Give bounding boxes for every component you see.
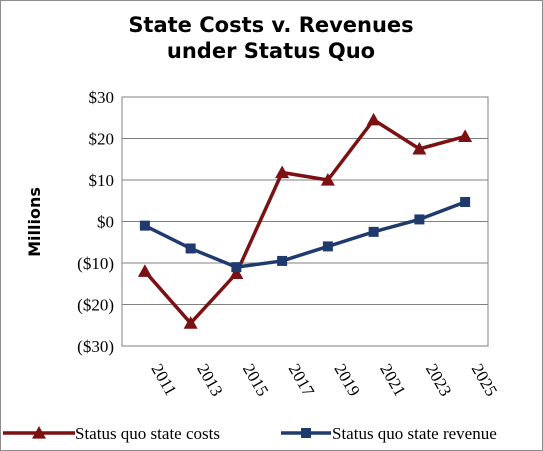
series-layer	[137, 112, 473, 329]
data-point-0-5	[366, 112, 381, 126]
y-axis-label: Millions	[25, 187, 44, 257]
data-point-0-4	[320, 173, 335, 186]
data-point-0-3	[275, 165, 290, 179]
data-point-1-0	[139, 220, 150, 231]
data-point-1-1	[185, 243, 196, 254]
data-point-0-0	[137, 264, 152, 277]
data-point-1-2	[231, 262, 242, 273]
x-axis-ticks: 2011 2013 2015 2017 2019 2021 2023 2025	[147, 361, 501, 400]
x-tick-label: 2021	[376, 361, 409, 400]
x-tick-label: 2023	[422, 361, 455, 400]
chart-title-line-1: State Costs v. Revenues	[128, 13, 413, 37]
y-tick-label: $30	[89, 88, 115, 107]
y-tick-label: ($30)	[77, 337, 114, 356]
data-point-1-3	[277, 255, 288, 266]
x-tick-label: 2019	[330, 361, 363, 400]
legend-marker-0	[32, 426, 46, 439]
data-point-1-7	[460, 196, 471, 207]
chart-title-line-2: under Status Quo	[167, 39, 375, 63]
y-tick-label: $20	[89, 130, 115, 149]
y-tick-label: ($20)	[77, 296, 114, 315]
y-axis-ticks: $30 $20 $10 $0 ($10) ($20) ($30)	[77, 88, 114, 356]
legend: Status quo state costs Status quo state r…	[3, 424, 497, 443]
legend-item-1: Status quo state revenue	[281, 424, 497, 443]
series-1	[139, 196, 471, 273]
y-tick-label: $10	[89, 171, 115, 190]
x-tick-label: 2025	[468, 361, 501, 400]
series-0	[137, 112, 473, 329]
data-point-1-5	[368, 226, 379, 237]
data-point-0-2	[229, 266, 244, 279]
x-tick-label: 2011	[147, 361, 180, 399]
data-point-0-7	[458, 129, 473, 143]
x-tick-label: 2017	[285, 361, 319, 400]
legend-label-1: Status quo state revenue	[332, 424, 497, 443]
legend-label-0: Status quo state costs	[75, 424, 220, 443]
data-point-0-1	[183, 316, 198, 329]
x-tick-label: 2013	[193, 361, 226, 400]
x-tick-label: 2015	[239, 361, 272, 400]
legend-item-0: Status quo state costs	[3, 424, 220, 443]
y-tick-label: $0	[97, 213, 114, 232]
series-line-0	[143, 118, 466, 325]
legend-marker-1	[301, 428, 311, 438]
y-tick-label: ($10)	[77, 254, 114, 273]
data-point-0-6	[412, 141, 427, 155]
plot-area	[121, 96, 489, 347]
data-point-1-4	[322, 241, 333, 252]
data-point-1-6	[414, 214, 425, 225]
series-line-1	[144, 200, 466, 269]
